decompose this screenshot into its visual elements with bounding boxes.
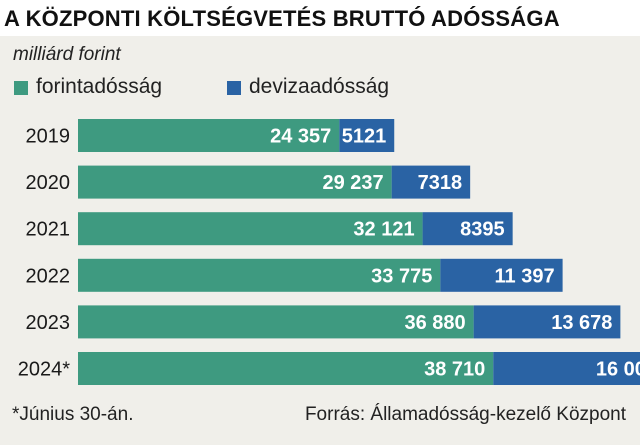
- bar-forint-2022: [78, 258, 441, 292]
- data-label-forint-2023: 36 880: [404, 312, 465, 334]
- data-label-forint-2021: 32 121: [353, 219, 414, 241]
- bar-deviza-2021: [422, 212, 513, 246]
- legend-swatch-forintadossag: [14, 81, 28, 95]
- unit-label: milliárd forint: [13, 44, 121, 65]
- data-label-forint-2020: 29 237: [322, 172, 383, 194]
- data-label-forint-2022: 33 775: [371, 265, 432, 287]
- legend-label-devizaadossag: devizaadósság: [249, 75, 390, 98]
- data-label-deviza-2019: 5121: [342, 126, 387, 148]
- data-label-forint-2019: 24 357: [270, 126, 331, 148]
- legend-swatch-devizaadossag: [227, 81, 241, 95]
- data-label-deviza-2024: 16 007: [596, 359, 640, 381]
- data-label-forint-2024: 38 710: [424, 359, 485, 381]
- bar-deviza-2019: [339, 119, 395, 152]
- data-label-deviza-2022: 11 397: [495, 265, 555, 287]
- category-label-2019: 2019: [26, 126, 71, 148]
- bar-forint-2020: [78, 165, 392, 199]
- bar-deviza-2024: [493, 352, 640, 385]
- bar-forint-2019: [78, 119, 340, 152]
- category-label-2021: 2021: [26, 219, 71, 241]
- title-bar: [0, 0, 640, 36]
- category-label-2020: 2020: [26, 172, 71, 194]
- category-label-2024: 2024*: [18, 359, 70, 381]
- legend-label-forintadossag: forintadósság: [36, 75, 163, 98]
- category-label-2023: 2023: [26, 312, 71, 334]
- bar-deviza-2022: [440, 258, 563, 292]
- bar-forint-2023: [78, 305, 474, 339]
- bar-deviza-2023: [473, 305, 621, 339]
- bar-forint-2024: [78, 352, 494, 385]
- footnote: *Június 30-án.: [12, 404, 134, 425]
- category-label-2022: 2022: [26, 265, 71, 287]
- source-note: Forrás: Államadósság-kezelő Központ: [304, 404, 626, 425]
- data-label-deviza-2021: 8395: [460, 219, 505, 241]
- bar-forint-2021: [78, 212, 423, 246]
- data-label-deviza-2023: 13 678: [551, 312, 612, 334]
- bar-deviza-2020: [391, 165, 471, 199]
- data-label-deviza-2020: 7318: [418, 172, 463, 194]
- chart-title: A KÖZPONTI KÖLTSÉGVETÉS BRUTTÓ ADÓSSÁGA: [4, 6, 560, 31]
